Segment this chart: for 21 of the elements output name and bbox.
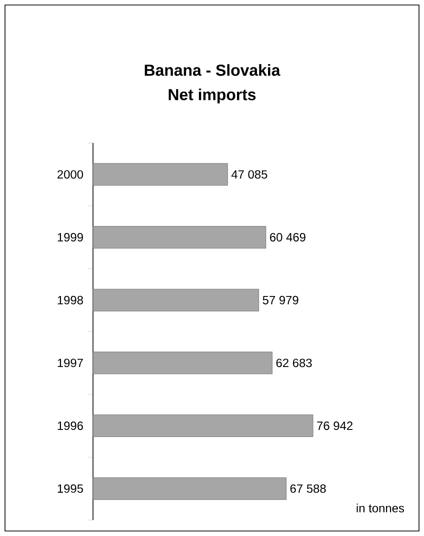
bar xyxy=(92,414,314,437)
chart-subtitle: Net imports xyxy=(168,88,256,104)
data-label: 47 085 xyxy=(231,170,268,179)
bar xyxy=(92,288,259,312)
y-tick-label: 1998 xyxy=(58,296,83,304)
data-label: 62 683 xyxy=(276,358,312,368)
bar xyxy=(92,477,286,500)
y-tick-label: 1995 xyxy=(58,484,83,493)
bar xyxy=(92,226,266,248)
data-label: 76 942 xyxy=(317,422,352,430)
bar xyxy=(92,352,272,374)
data-label: 67 588 xyxy=(290,484,326,493)
data-label: 57 979 xyxy=(262,296,298,304)
y-tick-label: 2000 xyxy=(58,170,84,179)
bar xyxy=(92,163,228,186)
chart-title: Banana - Slovakia xyxy=(144,64,280,76)
y-tick-label: 1997 xyxy=(58,358,83,368)
data-label: 60 469 xyxy=(270,233,306,242)
y-tick-label: 1999 xyxy=(58,233,83,242)
y-tick-label: 1996 xyxy=(58,422,83,430)
text: in tonnes xyxy=(356,504,404,512)
